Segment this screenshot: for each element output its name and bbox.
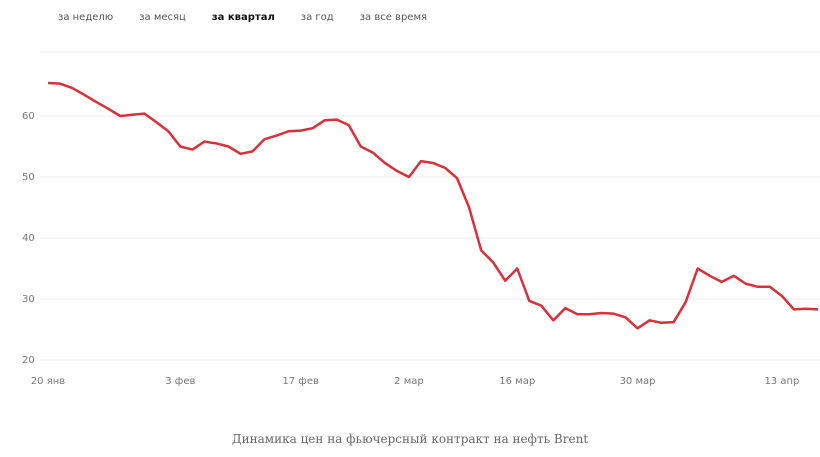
x-tick-label: 20 янв (31, 376, 65, 387)
period-tabs: за неделю за месяц за квартал за год за все … (58, 12, 427, 23)
x-tick-label: 16 мар (499, 376, 535, 387)
chart: 20 30 40 50 60 20 янв 3 фев 17 фев 2 мар 16 мар 30… (22, 51, 820, 387)
y-tick-label: 30 (22, 294, 35, 305)
chart-caption: Динамика цен на фьючерсный контракт на н… (231, 432, 589, 446)
y-tick-label: 20 (22, 355, 35, 366)
x-tick-label: 30 мар (620, 376, 656, 387)
x-tick-label: 2 мар (394, 376, 424, 387)
period-tab[interactable]: за год (300, 12, 334, 23)
y-tick-label: 60 (22, 111, 35, 122)
x-tick-label: 13 апр (764, 376, 799, 387)
y-tick-label: 50 (22, 172, 35, 183)
y-tick-label: 40 (22, 233, 35, 244)
x-tick-label: 17 фев (282, 376, 319, 387)
price-line (47, 81, 819, 330)
period-tab[interactable]: за все время (359, 12, 428, 23)
period-tab[interactable]: за месяц (139, 12, 186, 23)
period-tab[interactable]: за неделю (58, 12, 114, 23)
period-tab[interactable]: за квартал (211, 12, 275, 23)
x-tick-label: 3 фев (165, 376, 195, 387)
